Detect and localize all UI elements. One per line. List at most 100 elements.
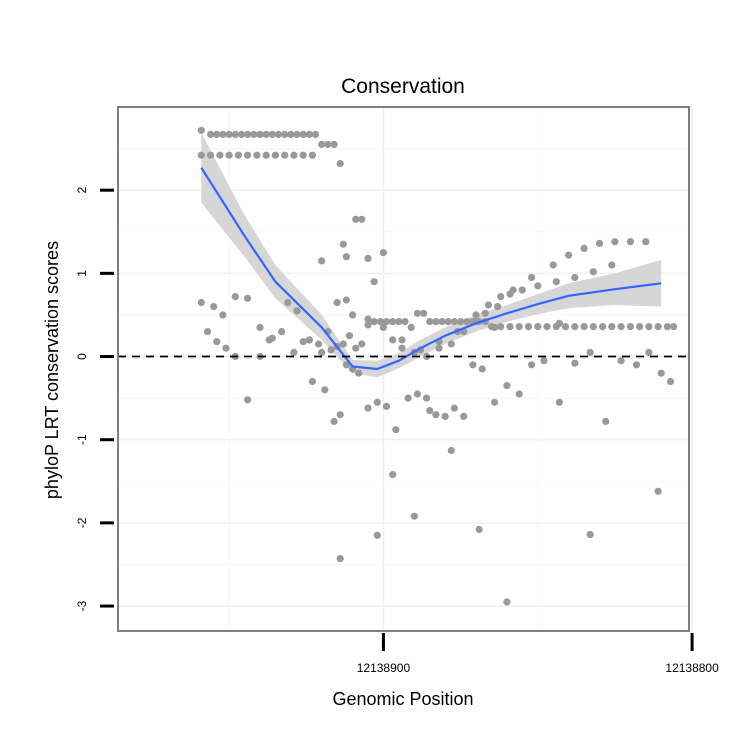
data-point [244, 396, 252, 404]
data-point [336, 160, 344, 168]
data-point [379, 249, 387, 257]
data-point [589, 268, 597, 276]
data-point [281, 151, 289, 159]
data-point [271, 151, 279, 159]
data-point [234, 151, 242, 159]
data-point [617, 323, 625, 331]
data-point [398, 336, 406, 344]
data-point [389, 471, 397, 479]
data-point [253, 151, 261, 159]
grid-lines [118, 107, 693, 631]
data-point [207, 130, 215, 138]
data-point [469, 361, 477, 369]
data-point [290, 151, 298, 159]
data-point [595, 239, 604, 247]
data-point [506, 290, 514, 298]
data-point [342, 296, 350, 304]
data-point [441, 412, 449, 420]
data-point [645, 348, 653, 356]
data-point [268, 130, 276, 138]
data-point [543, 323, 551, 331]
confidence-ribbon [201, 132, 662, 378]
y-tick-label: 2 [75, 187, 89, 194]
data-point [413, 390, 421, 398]
data-point [290, 348, 298, 356]
data-point [358, 340, 366, 348]
data-point [364, 321, 372, 329]
confidence-ribbon-layer [201, 132, 662, 378]
data-point [358, 215, 366, 223]
data-point [324, 140, 332, 148]
data-point [213, 130, 221, 138]
x-axis: 12138900 12138800 [357, 633, 719, 675]
y-tick-label: -1 [75, 434, 89, 445]
data-point [262, 130, 270, 138]
data-point [632, 361, 641, 369]
data-point [216, 151, 224, 159]
data-point [373, 531, 381, 539]
y-tick-label: -2 [75, 517, 89, 528]
y-tick-label: -3 [75, 600, 89, 611]
data-point [599, 323, 607, 331]
data-point [586, 348, 594, 356]
data-point [311, 130, 320, 138]
data-point [370, 278, 378, 286]
data-point [528, 361, 536, 369]
data-point [308, 151, 316, 159]
y-tick-label: 1 [75, 270, 89, 277]
data-point [515, 323, 523, 331]
data-point [293, 307, 301, 315]
chart-title: Conservation [341, 75, 465, 98]
data-point [299, 130, 307, 138]
data-point [244, 130, 252, 138]
data-point [497, 323, 505, 331]
data-point [210, 303, 218, 311]
data-point [657, 369, 665, 377]
data-point [203, 328, 212, 336]
data-point [373, 398, 381, 406]
data-point [318, 257, 326, 265]
data-point [654, 487, 662, 495]
smooth-line [200, 167, 662, 371]
data-point [395, 318, 403, 326]
data-point [222, 344, 230, 352]
data-point [213, 338, 221, 346]
data-point [611, 238, 619, 246]
data-point [540, 357, 548, 365]
data-point [654, 323, 662, 331]
data-point [580, 244, 588, 252]
data-point [432, 411, 440, 419]
data-point [339, 240, 347, 248]
data-point [333, 298, 341, 307]
data-point [389, 336, 397, 344]
data-point [626, 238, 635, 246]
data-point [534, 282, 542, 290]
data-point [608, 261, 616, 269]
data-point [281, 130, 289, 138]
data-point [503, 598, 511, 606]
data-point [663, 323, 672, 331]
data-point [237, 130, 246, 138]
data-point [315, 340, 323, 348]
data-point [602, 417, 610, 425]
data-point [432, 318, 440, 326]
data-point [626, 323, 635, 331]
data-point [580, 323, 588, 331]
data-point [438, 318, 446, 326]
data-point [571, 359, 579, 367]
data-point [444, 318, 452, 326]
data-point [472, 311, 480, 319]
data-point [497, 293, 505, 301]
data-point [534, 323, 542, 331]
data-point [219, 130, 227, 138]
data-point [244, 151, 252, 159]
data-point [256, 323, 264, 331]
data-point [518, 286, 526, 294]
data-point [642, 238, 650, 246]
data-point [318, 140, 326, 148]
data-point [219, 311, 227, 319]
data-point [407, 323, 415, 331]
data-point [636, 323, 644, 331]
data-point [457, 318, 465, 326]
